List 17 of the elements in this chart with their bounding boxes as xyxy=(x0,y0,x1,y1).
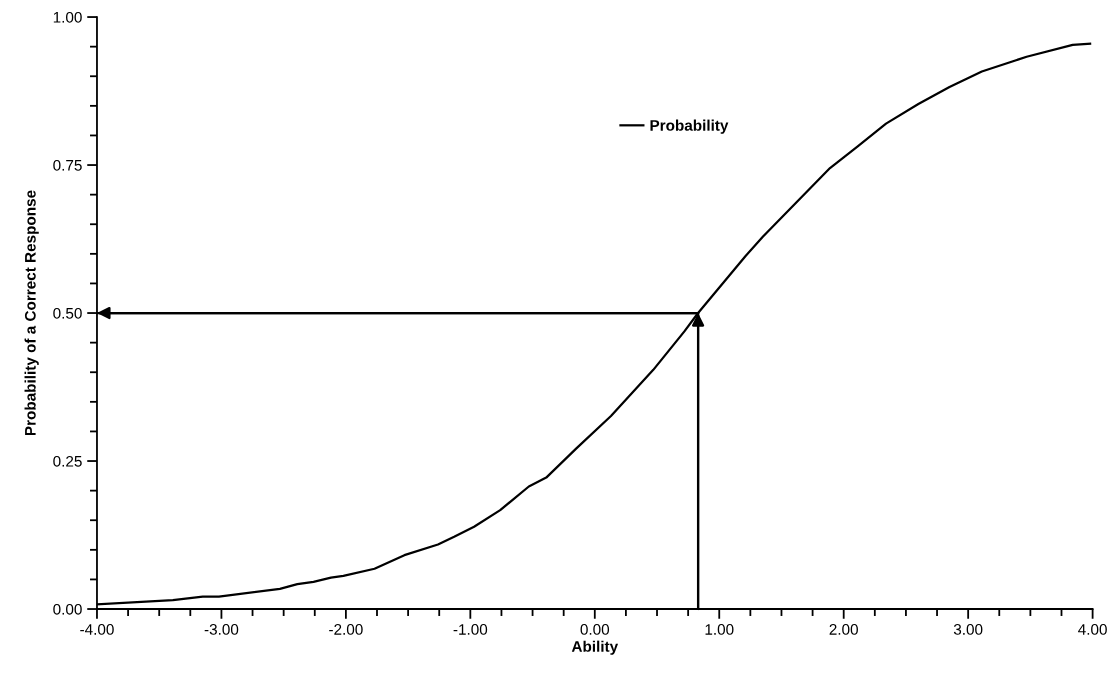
x-tick-label: 4.00 xyxy=(1078,624,1107,635)
y-tick-label: 0.25 xyxy=(53,455,82,467)
x-tick-label: -3.00 xyxy=(204,624,239,635)
x-axis-title: Ability xyxy=(571,640,619,655)
legend-label: Probability xyxy=(650,119,729,134)
x-tick-label: 3.00 xyxy=(953,624,983,635)
x-tick-label: -2.00 xyxy=(329,624,363,635)
x-tick-label: -4.00 xyxy=(80,624,114,635)
x-tick-label: 2.00 xyxy=(829,624,858,635)
x-tick-label: 1.00 xyxy=(705,624,734,635)
y-tick-label: 1.00 xyxy=(53,11,82,23)
y-tick-label: 0.00 xyxy=(53,603,82,615)
y-axis-title: Probability of a Correct Response xyxy=(24,190,39,436)
y-tick-label: 0.50 xyxy=(53,307,82,319)
x-tick-label: -1.00 xyxy=(453,624,488,635)
y-tick-label: 0.75 xyxy=(53,159,82,171)
x-tick-label: 0.00 xyxy=(580,624,610,635)
